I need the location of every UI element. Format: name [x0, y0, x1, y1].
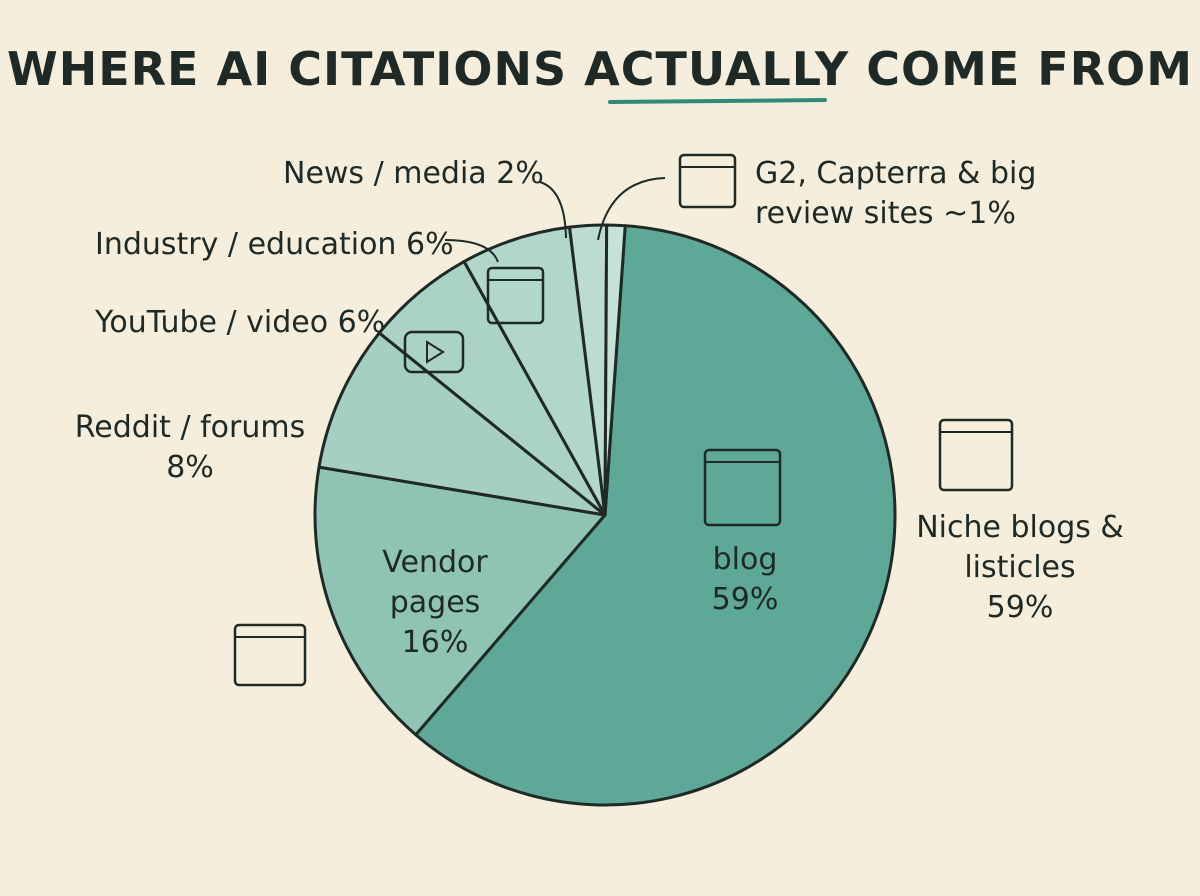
category-label: G2, Capterra & big review sites — [755, 156, 1037, 231]
annotation: blog — [712, 542, 778, 577]
pie-slice — [317, 331, 607, 517]
category-label: YouTube / video — [95, 305, 329, 340]
title-underline — [608, 98, 827, 104]
icon — [426, 340, 445, 364]
slice-label: News / media 2% — [283, 154, 563, 194]
chart-title: WHERE AI CITATIONS ACTUALLY COME FROM — [6, 42, 1194, 96]
leader-line — [597, 177, 666, 241]
icon — [233, 623, 307, 687]
slice-label: Reddit / forums 8% — [60, 408, 320, 488]
inner-label: blog 59% — [670, 540, 820, 620]
slice-label: YouTube / video 6% — [95, 303, 395, 343]
leader-line — [539, 181, 567, 239]
icon — [486, 266, 545, 325]
icon — [678, 153, 737, 209]
value-label: 16% — [401, 625, 469, 660]
category-label: Reddit / forums — [74, 410, 306, 445]
slice-label: G2, Capterra & big review sites ~1% — [755, 154, 1095, 234]
icon — [403, 330, 465, 374]
slice-label: Niche blogs & listicles 59% — [900, 508, 1140, 628]
category-label: Niche blogs & listicles — [916, 510, 1124, 585]
slice-label: Vendor pages 16% — [360, 543, 510, 663]
category-label: Vendor pages — [382, 545, 488, 620]
icon — [703, 448, 782, 527]
value-label: 59% — [711, 582, 779, 617]
value-label: 8% — [166, 450, 214, 485]
value-label: 6% — [405, 227, 454, 262]
value-label: 2% — [496, 156, 544, 191]
pie-slice — [313, 465, 607, 737]
pie-slice — [603, 223, 627, 517]
leader-line — [444, 239, 499, 263]
value-label: 6% — [337, 305, 386, 340]
pie-slice — [414, 224, 897, 807]
slice-label: Industry / education 6% — [95, 225, 455, 265]
category-label: News / media — [283, 156, 487, 191]
value-label: 59% — [986, 590, 1054, 625]
value-label: ~1% — [943, 196, 1016, 231]
category-label: Industry / education — [95, 227, 397, 262]
icon — [938, 418, 1014, 492]
